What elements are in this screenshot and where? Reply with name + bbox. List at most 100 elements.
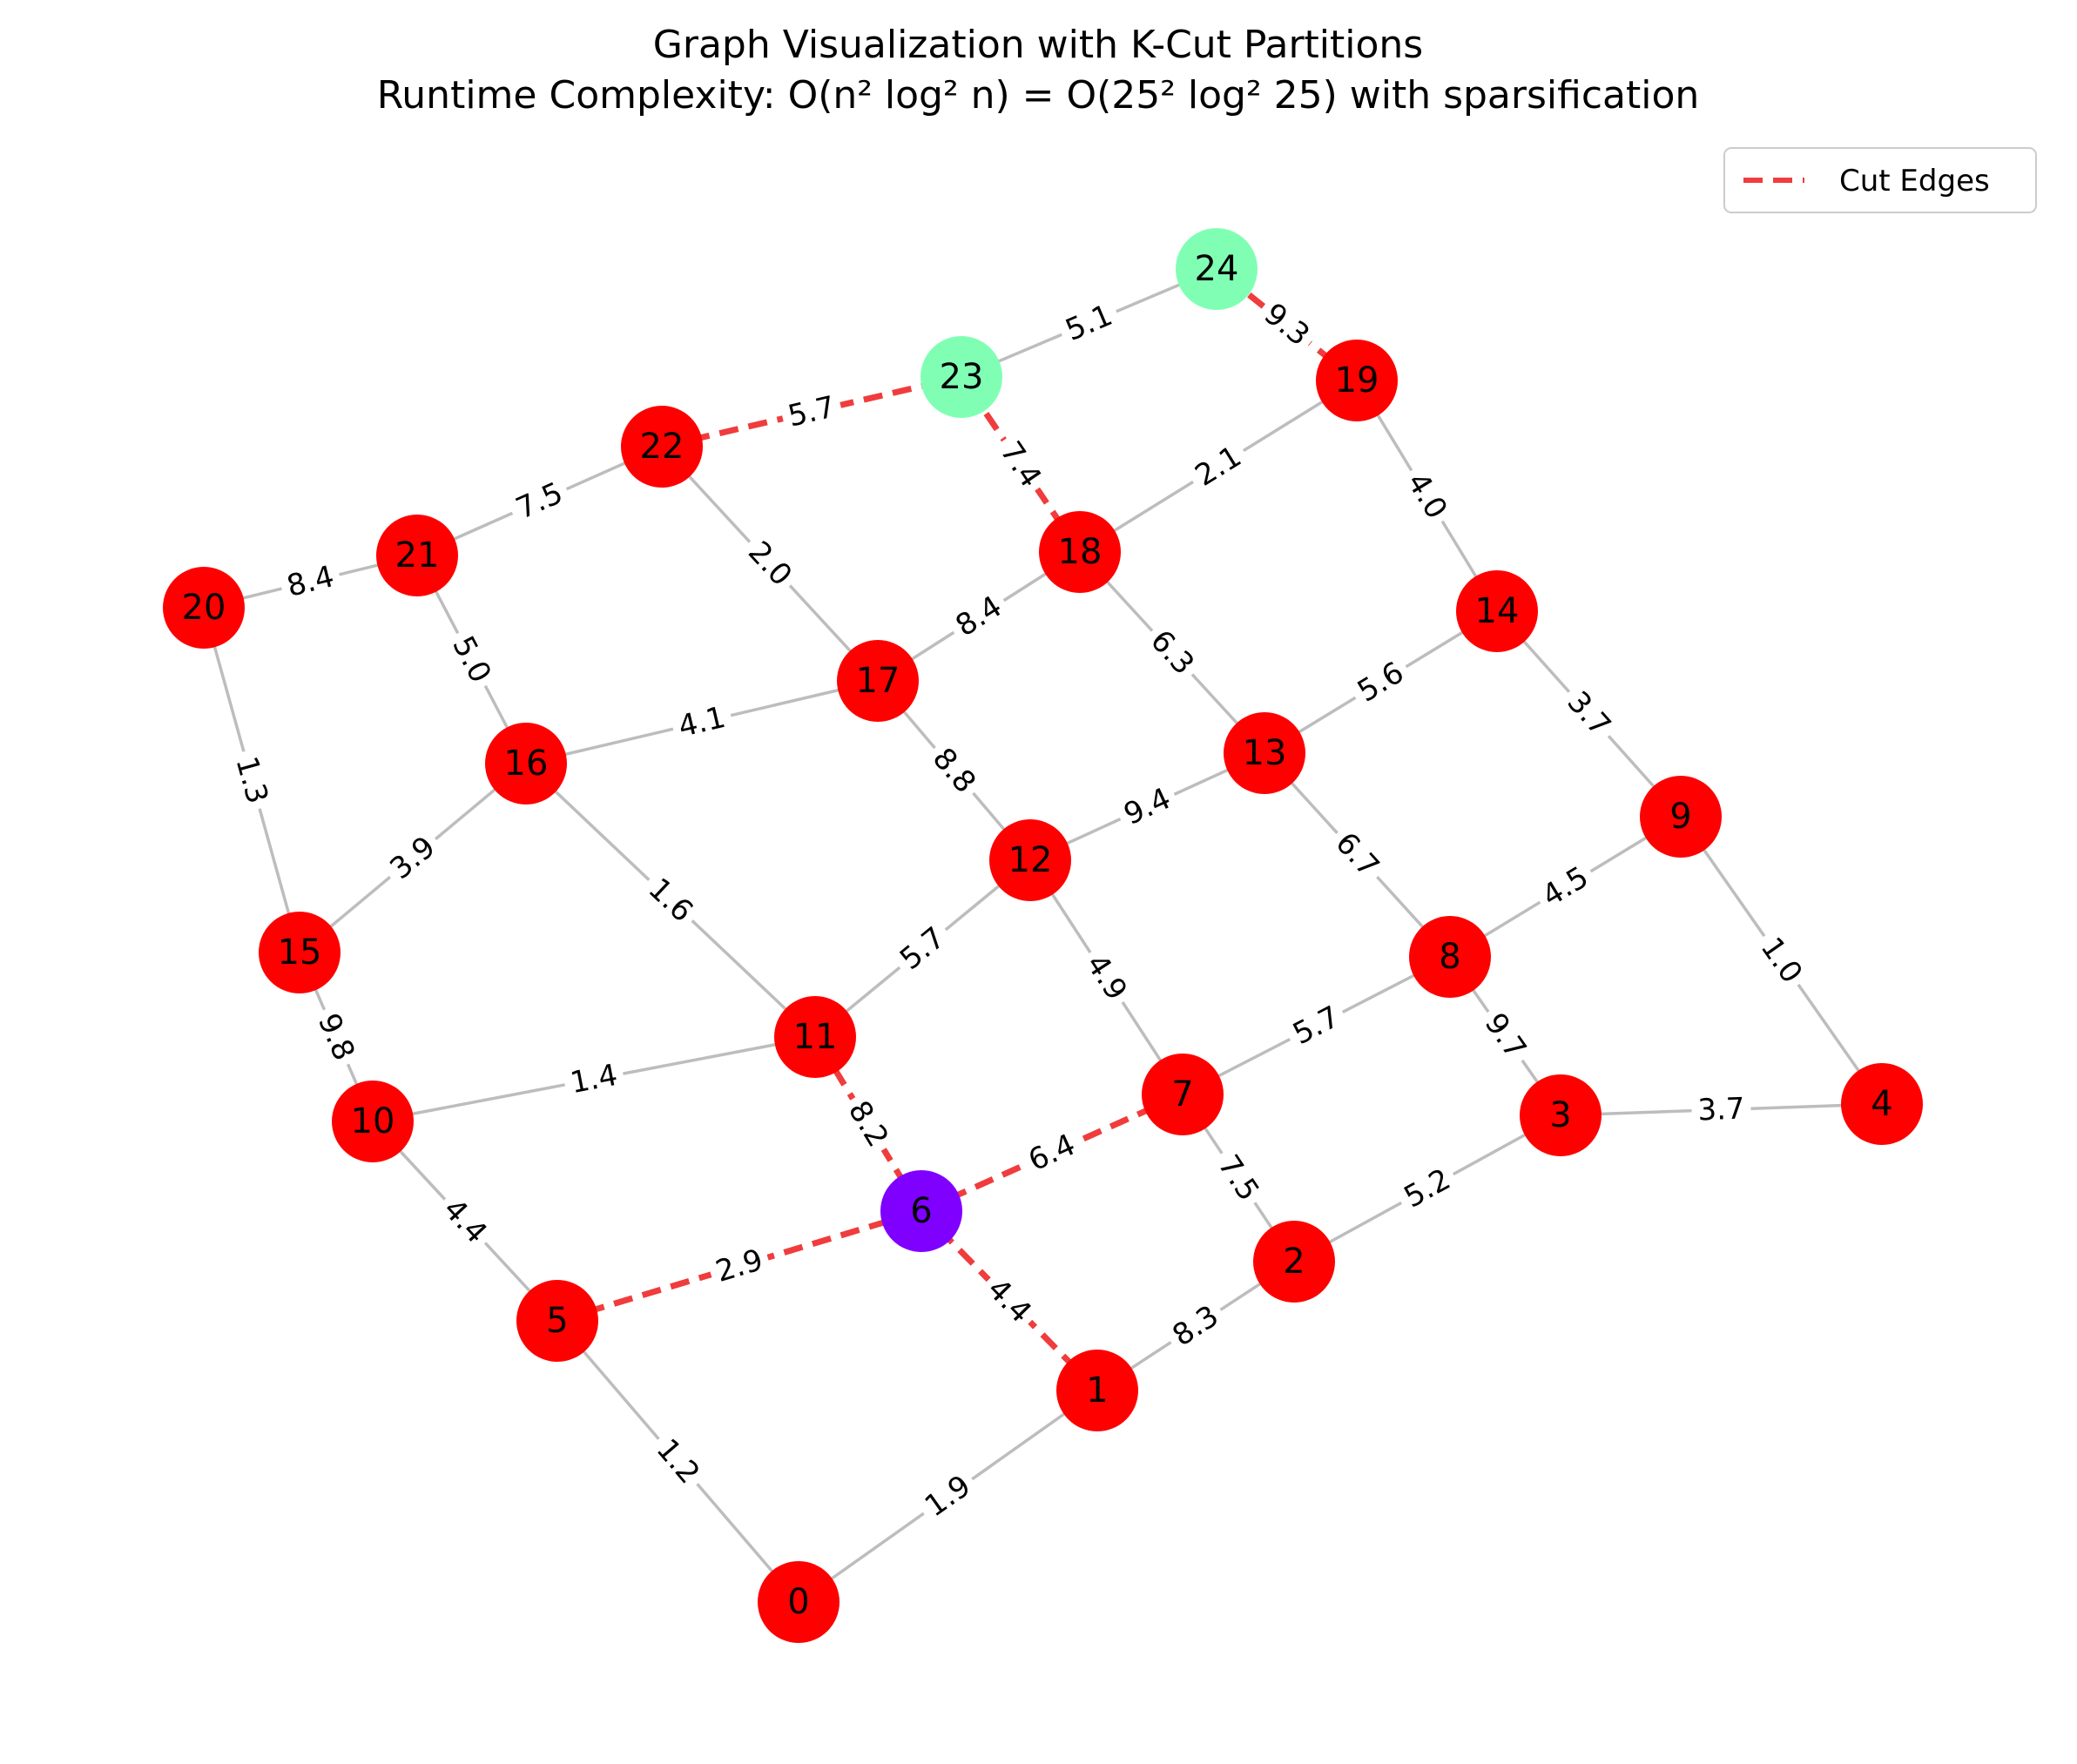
edge-weight-13-14: 5.6 (1345, 650, 1416, 714)
edge-labels-layer: 1.21.98.34.45.27.53.79.71.02.94.46.48.25… (225, 291, 1815, 1530)
node-label-21: 21 (395, 535, 440, 576)
node-circle-10 (332, 1081, 414, 1162)
edge-weight-bg (1183, 434, 1254, 499)
node-label-23: 23 (940, 357, 984, 397)
node-circle-18 (1039, 511, 1121, 593)
node-9: 9 (1640, 776, 1722, 858)
node-label-10: 10 (351, 1101, 395, 1141)
node-circle-20 (163, 567, 245, 649)
edge-weight-18-23: 7.4 (988, 429, 1054, 500)
node-label-24: 24 (1195, 249, 1239, 289)
edge-weight-23-24: 5.1 (1054, 293, 1124, 353)
node-label-7: 7 (1171, 1074, 1193, 1114)
node-circle-4 (1841, 1063, 1923, 1145)
title-line-2: Runtime Complexity: O(n² log² n) = O(25²… (377, 73, 1700, 118)
edge-weight-16-17: 4.1 (668, 697, 736, 748)
node-label-3: 3 (1549, 1095, 1571, 1135)
node-6: 6 (880, 1170, 962, 1252)
edge-weight-0-1: 1.9 (913, 1463, 983, 1530)
edge-weight-18-19: 2.1 (1183, 434, 1254, 499)
edge-weight-bg (1345, 650, 1416, 714)
edge-weight-bg (1395, 461, 1459, 531)
edge-weight-2-7: 7.5 (1205, 1142, 1271, 1214)
edge-weight-bg (943, 584, 1015, 649)
node-label-1: 1 (1086, 1370, 1108, 1411)
node-4: 4 (1841, 1063, 1923, 1145)
node-8: 8 (1409, 916, 1491, 998)
edge-weight-12-13: 9.4 (1112, 777, 1183, 837)
edge-weight-bg (1251, 291, 1322, 359)
edge-weight-bg (1054, 293, 1124, 353)
edge-weight-bg (1392, 1157, 1463, 1220)
node-circle-14 (1456, 570, 1538, 652)
node-circle-11 (774, 996, 856, 1078)
edge-weight-text: 5.7 (785, 389, 839, 434)
edge-weight-text: 8.4 (283, 559, 337, 604)
edge-weight-bg (307, 1002, 366, 1072)
edge-weight-text: 2.9 (711, 1242, 766, 1289)
node-circle-16 (485, 723, 567, 805)
node-label-9: 9 (1669, 797, 1691, 837)
edge-weight-15-20: 1.3 (225, 746, 279, 814)
edge-weight-bg (913, 1463, 983, 1530)
node-circle-0 (758, 1561, 840, 1643)
node-circle-17 (837, 640, 919, 722)
node-15: 15 (259, 912, 341, 993)
node-circle-19 (1316, 340, 1398, 421)
node-label-14: 14 (1475, 591, 1520, 631)
edge-weight-text: 1.4 (568, 1058, 621, 1101)
edge-weight-bg (668, 697, 736, 748)
edge-weight-16-21: 5.0 (441, 624, 502, 695)
edge-weight-7-12: 4.9 (1074, 942, 1139, 1013)
edge-weight-bg (988, 429, 1054, 500)
node-label-20: 20 (182, 588, 226, 628)
edge-weight-bg (225, 746, 279, 814)
edge-weight-22-23: 5.7 (778, 386, 846, 438)
edge-weight-bg (836, 1088, 900, 1160)
node-label-5: 5 (546, 1301, 568, 1341)
node-18: 18 (1039, 511, 1121, 593)
edge-weight-7-8: 5.7 (1281, 994, 1352, 1057)
edge-weight-17-18: 8.4 (943, 584, 1015, 649)
edge-weight-0-5: 1.2 (644, 1426, 712, 1497)
node-label-0: 0 (787, 1582, 809, 1622)
node-12: 12 (989, 819, 1071, 901)
node-20: 20 (163, 567, 245, 649)
edge-weight-text: 4.1 (675, 700, 729, 744)
edge-weight-6-7: 6.4 (1016, 1123, 1088, 1182)
node-14: 14 (1456, 570, 1538, 652)
node-circle-24 (1176, 228, 1258, 310)
node-label-11: 11 (793, 1017, 838, 1057)
node-circle-22 (621, 406, 703, 488)
node-circle-21 (376, 515, 458, 596)
edge-weight-2-3: 5.2 (1392, 1157, 1463, 1220)
edge-weight-bg (735, 529, 805, 599)
edge-weight-bg (377, 824, 448, 892)
node-label-17: 17 (856, 661, 900, 701)
edge-weight-15-16: 3.9 (377, 824, 448, 892)
cut-edge-6-7 (920, 1091, 1184, 1215)
edge-weight-bg (561, 1054, 627, 1104)
edge-weight-bg (1112, 777, 1183, 837)
edge-weight-bg (887, 914, 958, 983)
legend: Cut Edges (1723, 147, 2037, 213)
edge-weight-bg (636, 865, 705, 935)
node-label-13: 13 (1243, 733, 1287, 773)
edge-weight-bg (644, 1426, 712, 1497)
node-label-16: 16 (504, 744, 549, 784)
edge-weight-12-17: 8.8 (920, 735, 988, 806)
node-circle-3 (1520, 1074, 1602, 1156)
legend-cut-edge-label: Cut Edges (1839, 164, 1990, 199)
node-2: 2 (1253, 1221, 1335, 1303)
edge-weight-5-6: 2.9 (705, 1239, 773, 1293)
node-21: 21 (376, 515, 458, 596)
node-3: 3 (1520, 1074, 1602, 1156)
edge-weight-11-12: 5.7 (887, 914, 958, 983)
node-label-2: 2 (1283, 1242, 1305, 1282)
edge-weight-3-4: 3.7 (1690, 1089, 1752, 1130)
edge-weight-1-2: 8.3 (1160, 1293, 1231, 1359)
node-24: 24 (1176, 228, 1258, 310)
node-label-12: 12 (1008, 840, 1053, 880)
node-circle-1 (1056, 1350, 1138, 1431)
